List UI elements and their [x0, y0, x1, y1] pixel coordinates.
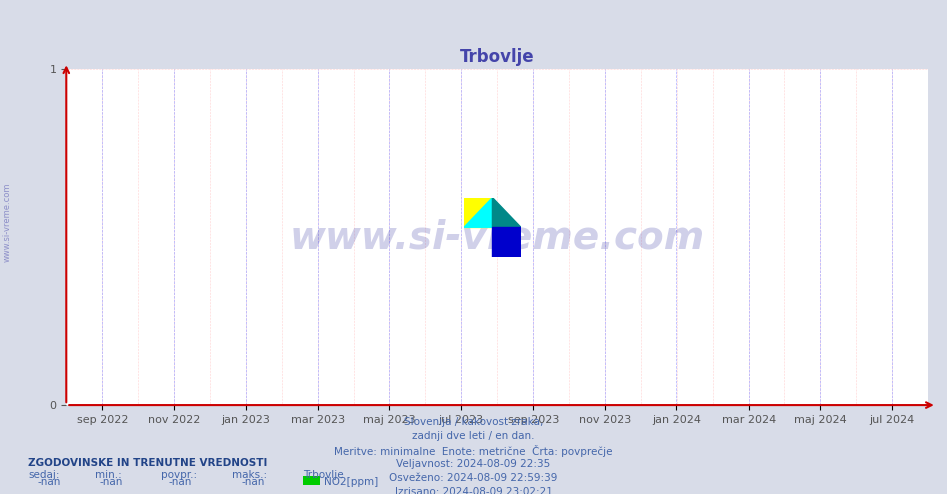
Polygon shape [492, 198, 521, 227]
Text: -nan: -nan [99, 477, 123, 487]
Text: NO2[ppm]: NO2[ppm] [324, 477, 378, 487]
Text: zadnji dve leti / en dan.: zadnji dve leti / en dan. [412, 431, 535, 441]
Text: povpr.:: povpr.: [161, 470, 197, 480]
Polygon shape [464, 198, 492, 227]
Polygon shape [464, 198, 492, 227]
Text: Slovenija / kakovost zraka,: Slovenija / kakovost zraka, [403, 417, 544, 427]
Text: www.si-vreme.com: www.si-vreme.com [3, 183, 12, 262]
Text: sedaj:: sedaj: [28, 470, 60, 480]
Text: Izrisano: 2024-08-09 23:02:21: Izrisano: 2024-08-09 23:02:21 [395, 487, 552, 494]
Text: -nan: -nan [38, 477, 62, 487]
Polygon shape [492, 227, 521, 257]
Text: Osveženo: 2024-08-09 22:59:39: Osveženo: 2024-08-09 22:59:39 [389, 473, 558, 483]
Text: -nan: -nan [169, 477, 192, 487]
Text: min.:: min.: [95, 470, 121, 480]
Text: Veljavnost: 2024-08-09 22:35: Veljavnost: 2024-08-09 22:35 [397, 459, 550, 469]
Title: Trbovlje: Trbovlje [460, 48, 534, 66]
Text: -nan: -nan [241, 477, 265, 487]
Text: www.si-vreme.com: www.si-vreme.com [290, 218, 705, 256]
Text: maks.:: maks.: [232, 470, 267, 480]
Text: Trbovlje: Trbovlje [303, 470, 344, 480]
Text: ZGODOVINSKE IN TRENUTNE VREDNOSTI: ZGODOVINSKE IN TRENUTNE VREDNOSTI [28, 458, 268, 468]
Text: Meritve: minimalne  Enote: metrične  Črta: povprečje: Meritve: minimalne Enote: metrične Črta:… [334, 445, 613, 457]
